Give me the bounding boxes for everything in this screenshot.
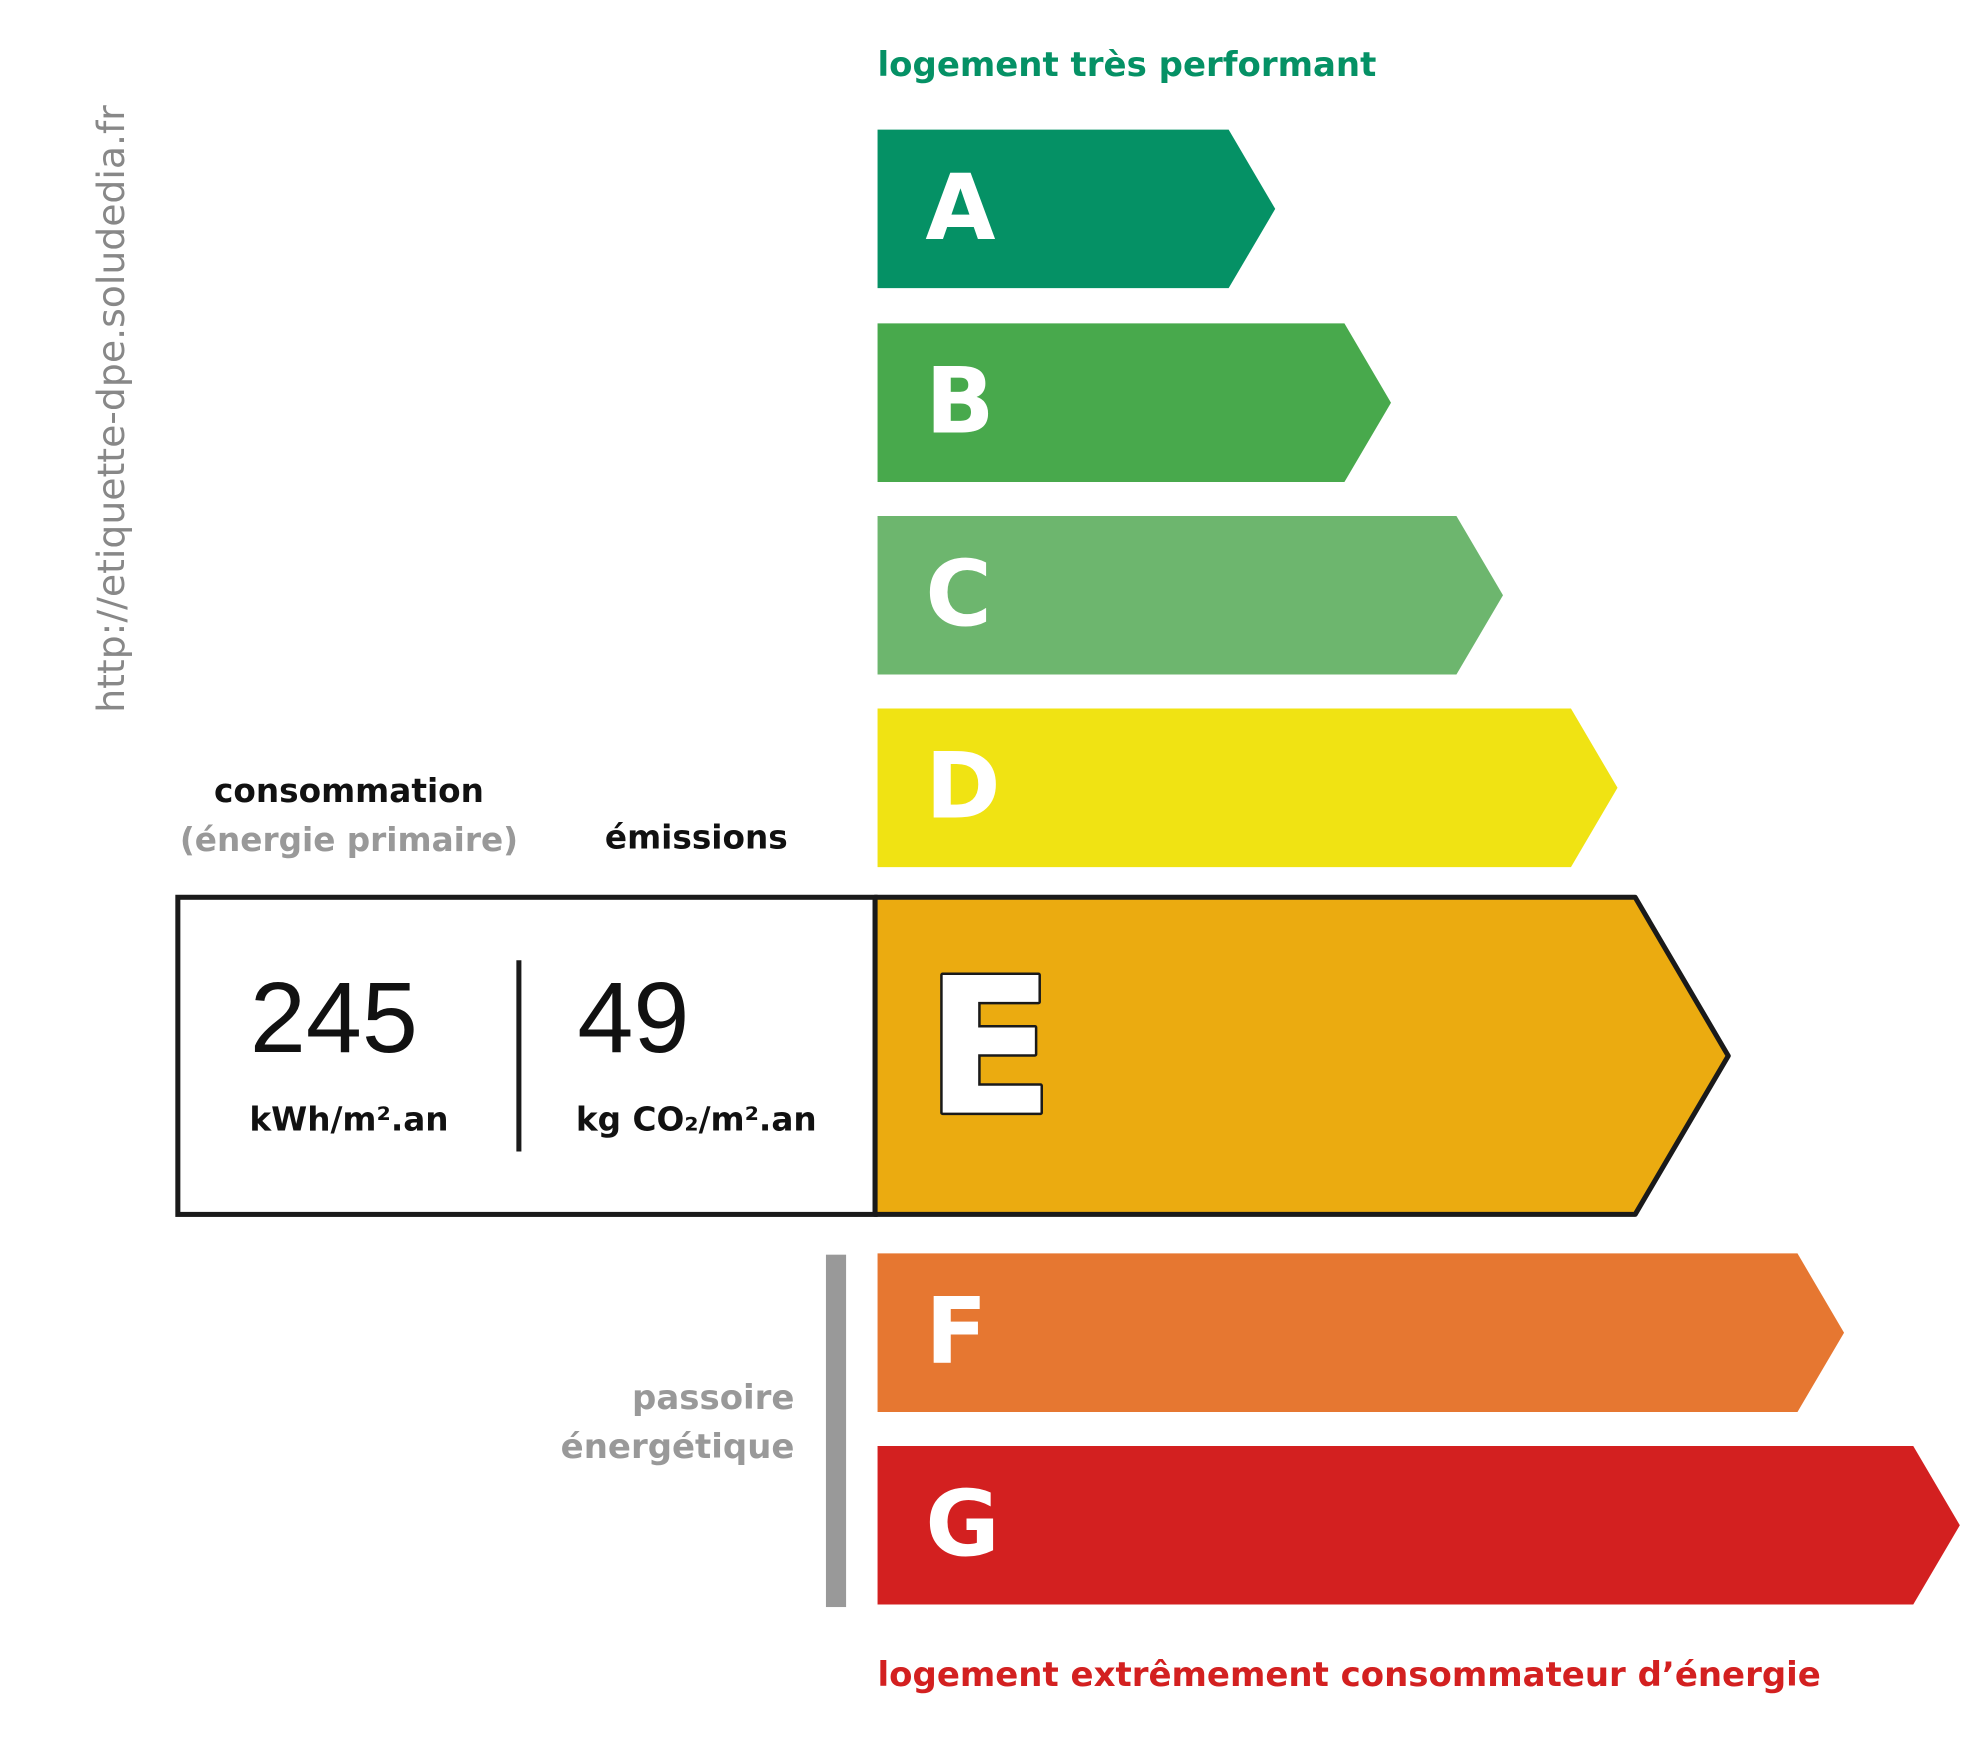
consumption-value: 245 bbox=[250, 962, 418, 1074]
value-box bbox=[175, 894, 878, 1217]
passoire-bar bbox=[825, 1254, 847, 1608]
class-arrow bbox=[877, 1253, 1845, 1412]
url: http://etiquette-dpe.soludedia.fr bbox=[89, 105, 133, 713]
class-letter: C bbox=[925, 542, 992, 647]
class-arrow bbox=[877, 515, 1504, 675]
class-letter: E bbox=[925, 938, 1054, 1158]
passoire-label: énergétique bbox=[561, 1427, 795, 1467]
emissions-title: émissions bbox=[605, 818, 788, 856]
class-letter: A bbox=[925, 156, 995, 261]
emissions-value: 49 bbox=[577, 962, 689, 1074]
consumption-title: consommation bbox=[214, 772, 484, 810]
top-label: logement très performant bbox=[878, 45, 1377, 85]
class-arrow bbox=[877, 323, 1391, 482]
passoire-label: passoire bbox=[632, 1378, 794, 1418]
consumption-subtitle: (énergie primaire) bbox=[180, 821, 518, 859]
class-arrow bbox=[877, 708, 1618, 868]
bottom-label: logement extrêmement consommateur d’éner… bbox=[878, 1655, 1821, 1695]
class-arrow bbox=[877, 1445, 1960, 1605]
class-letter: G bbox=[925, 1472, 999, 1577]
class-letter: F bbox=[925, 1280, 987, 1385]
class-arrow bbox=[877, 129, 1276, 289]
class-letter: D bbox=[925, 735, 1000, 840]
class-letter: B bbox=[925, 350, 994, 455]
consumption-unit: kWh/m².an bbox=[249, 1100, 448, 1138]
emissions-unit: kg CO₂/m².an bbox=[576, 1100, 817, 1138]
